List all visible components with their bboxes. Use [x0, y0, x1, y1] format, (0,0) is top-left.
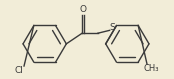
Text: O: O	[80, 5, 86, 14]
Text: Cl: Cl	[15, 66, 23, 75]
Text: CH₃: CH₃	[143, 64, 159, 73]
Text: S: S	[110, 23, 116, 32]
